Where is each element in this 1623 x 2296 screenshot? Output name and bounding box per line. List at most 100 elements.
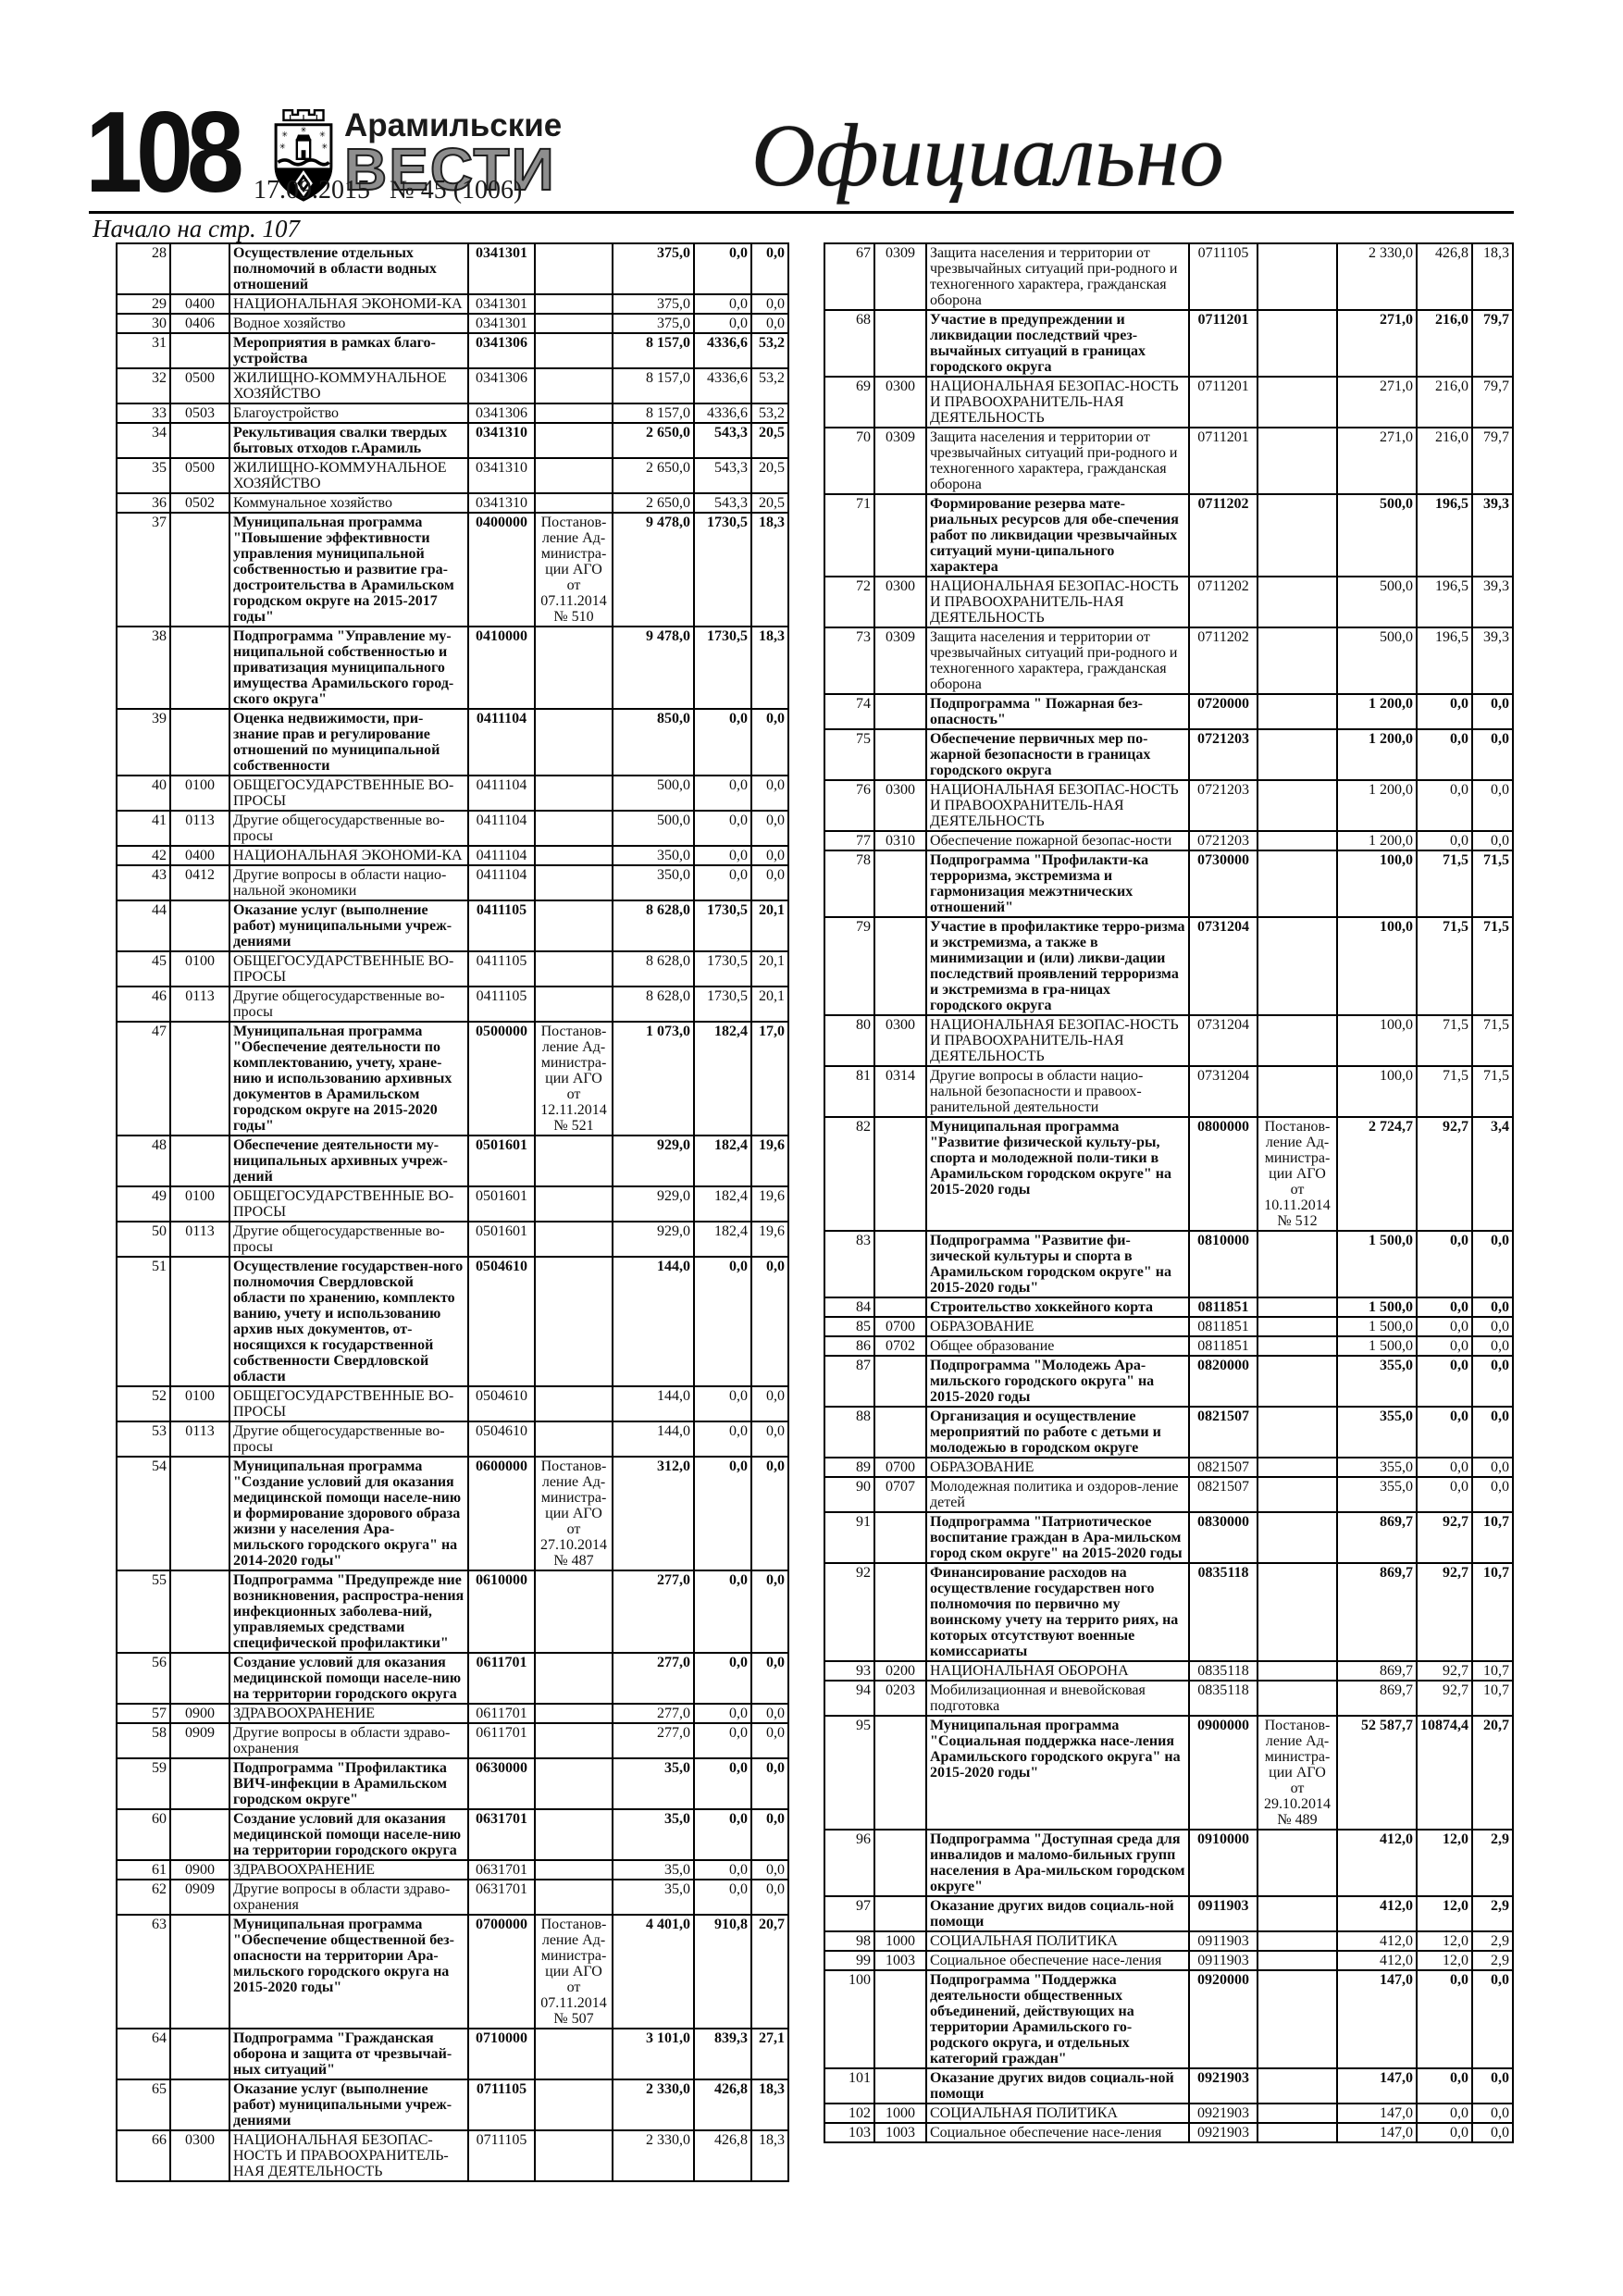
plan-cell: 375,0 [612, 313, 695, 334]
document-cell [534, 1570, 613, 1654]
table-row: 101 Оказание других видов социаль-ной пом… [824, 2067, 1514, 2104]
table-row: 71 Формирование резерва мате-риальных рес… [824, 493, 1514, 577]
target-code-cell: 0731204 [1188, 916, 1258, 1016]
name-cell: НАЦИОНАЛЬНАЯ БЕЗОПАС-НОСТЬ И ПРАВООХРАНИ… [925, 376, 1190, 428]
document-cell [1257, 376, 1338, 428]
fact-cell: 92,7 [1416, 1660, 1473, 1682]
name-cell: СОЦИАЛЬНАЯ ПОЛИТИКА [925, 1930, 1190, 1952]
row-number-cell: 92 [824, 1562, 875, 1662]
document-cell [534, 1221, 613, 1258]
name-cell: Подпрограмма "Профилактика ВИЧ-инфекции … [229, 1757, 469, 1810]
document-cell: Постанов-ление Ад-министра-ции АГО от 27… [534, 1456, 613, 1571]
percent-cell: 19,6 [750, 1221, 789, 1258]
percent-cell: 0,0 [1471, 1355, 1514, 1408]
plan-cell: 100,0 [1336, 850, 1418, 918]
plan-cell: 355,0 [1336, 1457, 1418, 1478]
target-code-cell: 0721203 [1188, 779, 1258, 832]
section-code-cell: 0707 [873, 1476, 927, 1513]
target-code-cell: 0504610 [467, 1256, 536, 1387]
name-cell: Другие вопросы в области здраво-охранени… [229, 1879, 469, 1916]
name-cell: Молодежная политика и оздоров-ление дете… [925, 1476, 1190, 1513]
name-cell: Мероприятия в рамках благо-устройства [229, 332, 469, 369]
table-row: 60 Создание условий для оказания медицинс… [116, 1808, 789, 1861]
document-cell [1257, 1406, 1338, 1458]
fact-cell: 0,0 [693, 1456, 752, 1571]
row-number-cell: 28 [116, 242, 171, 295]
table-row: 37 Муниципальная программа "Повышение эфф… [116, 512, 789, 627]
fact-cell: 12,0 [1416, 1829, 1473, 1897]
document-cell [1257, 1895, 1338, 1932]
document-cell [1257, 576, 1338, 628]
budget-table-left: 28 Осуществление отдельных полномочий в о… [116, 242, 789, 2182]
fact-cell: 0,0 [1416, 2103, 1473, 2124]
fact-cell: 0,0 [1416, 1297, 1473, 1318]
fact-cell: 0,0 [1416, 1335, 1473, 1357]
fact-cell: 182,4 [693, 1135, 752, 1187]
fact-cell: 839,3 [693, 2028, 752, 2080]
row-number-cell: 55 [116, 1570, 171, 1654]
table-row: 63 Муниципальная программа "Обеспечение о… [116, 1914, 789, 2029]
percent-cell: 0,0 [1471, 1230, 1514, 1298]
plan-cell: 8 628,0 [612, 950, 695, 987]
percent-cell: 0,0 [750, 313, 789, 334]
section-code-cell [169, 1808, 230, 1861]
percent-cell: 0,0 [1471, 1297, 1514, 1318]
percent-cell: 0,0 [750, 1456, 789, 1571]
document-cell [534, 367, 613, 404]
row-number-cell: 64 [116, 2028, 171, 2080]
target-code-cell: 0711201 [1188, 376, 1258, 428]
fact-cell: 92,7 [1416, 1511, 1473, 1564]
fact-cell: 0,0 [1416, 693, 1473, 730]
document-cell [534, 1879, 613, 1916]
plan-cell: 1 200,0 [1336, 779, 1418, 832]
document-cell [1257, 1065, 1338, 1118]
plan-cell: 8 157,0 [612, 367, 695, 404]
percent-cell: 19,6 [750, 1185, 789, 1222]
document-cell [534, 1703, 613, 1724]
name-cell: Муниципальная программа "Обеспечение общ… [229, 1914, 469, 2029]
section-code-cell: 0113 [169, 1421, 230, 1458]
table-row: 28 Осуществление отдельных полномочий в о… [116, 242, 789, 295]
percent-cell: 79,7 [1471, 376, 1514, 428]
percent-cell: 20,1 [750, 986, 789, 1023]
document-cell [534, 313, 613, 334]
fact-cell: 182,4 [693, 1221, 752, 1258]
target-code-cell: 0341310 [467, 492, 536, 514]
name-cell: Другие вопросы в области нацио-нальной б… [925, 1065, 1190, 1118]
document-cell [1257, 1335, 1338, 1357]
percent-cell: 18,3 [1471, 242, 1514, 311]
percent-cell: 0,0 [750, 1879, 789, 1916]
section-code-cell: 0702 [873, 1335, 927, 1357]
section-code-cell: 0113 [169, 1221, 230, 1258]
target-code-cell: 0411104 [467, 864, 536, 901]
document-cell [1257, 627, 1338, 695]
plan-cell: 929,0 [612, 1135, 695, 1187]
percent-cell: 0,0 [1471, 2122, 1514, 2143]
target-code-cell: 0411104 [467, 845, 536, 866]
fact-cell: 0,0 [693, 1757, 752, 1810]
target-code-cell: 0911903 [1188, 1895, 1258, 1932]
plan-cell: 2 650,0 [612, 422, 695, 459]
fact-cell: 0,0 [1416, 1476, 1473, 1513]
document-cell: Постанов-ление Ад-министра-ции АГО от 29… [1257, 1715, 1338, 1831]
row-number-cell: 59 [116, 1757, 171, 1810]
section-code-cell [873, 1297, 927, 1318]
section-code-cell: 0700 [873, 1457, 927, 1478]
fact-cell: 216,0 [1416, 309, 1473, 378]
issue-date-number: 17.09.2015 № 45 (1006) [254, 176, 523, 205]
table-row: 76 0300 НАЦИОНАЛЬНАЯ БЕЗОПАС-НОСТЬ И ПРАВО… [824, 779, 1514, 832]
name-cell: Оказание других видов социаль-ной помощи [925, 1895, 1190, 1932]
section-code-cell [169, 1021, 230, 1136]
fact-cell: 0,0 [1416, 1355, 1473, 1408]
plan-cell: 1 500,0 [1336, 1230, 1418, 1298]
target-code-cell: 0711201 [1188, 427, 1258, 495]
percent-cell: 71,5 [1471, 850, 1514, 918]
table-row: 77 0310 Обеспечение пожарной безопас-ности… [824, 830, 1514, 851]
svg-text:✳: ✳ [321, 142, 328, 151]
row-number-cell: 37 [116, 512, 171, 627]
target-code-cell: 0821507 [1188, 1476, 1258, 1513]
row-number-cell: 36 [116, 492, 171, 514]
name-cell: Оказание услуг (выполнение работ) муници… [229, 900, 469, 952]
section-code-cell [169, 512, 230, 627]
row-number-cell: 60 [116, 1808, 171, 1861]
